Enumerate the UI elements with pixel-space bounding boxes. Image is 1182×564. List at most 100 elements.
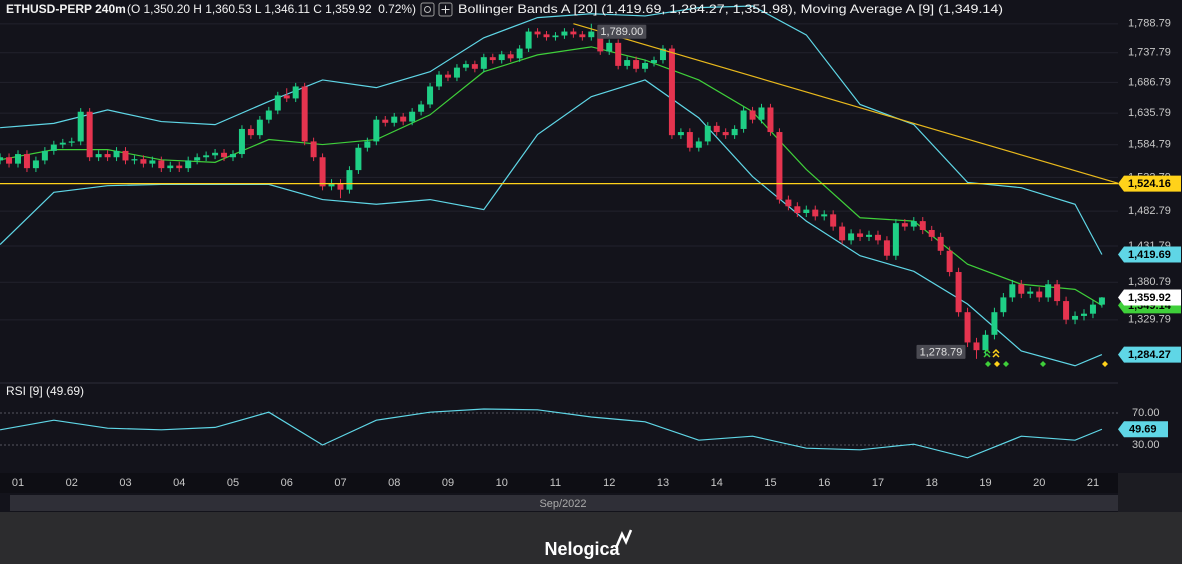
candle-body bbox=[68, 141, 75, 143]
candle-body bbox=[633, 60, 640, 69]
candle-body bbox=[561, 31, 568, 36]
annotation-box bbox=[597, 24, 647, 39]
corner bbox=[1118, 473, 1182, 512]
candle-body bbox=[149, 160, 156, 164]
candle-body bbox=[552, 35, 559, 38]
candle-body bbox=[400, 116, 407, 122]
price-label: 1,359.92 bbox=[1128, 292, 1171, 304]
x-axis-band bbox=[0, 473, 1118, 493]
candle-body bbox=[642, 62, 649, 69]
candle-body bbox=[1027, 291, 1034, 294]
x-tick-label: 04 bbox=[173, 477, 185, 489]
rsi-line bbox=[0, 408, 1103, 459]
candle-body bbox=[14, 154, 21, 164]
x-tick-label: 20 bbox=[1033, 477, 1045, 489]
candle-body bbox=[158, 160, 165, 169]
candle-body bbox=[140, 159, 147, 164]
candle-body bbox=[391, 116, 398, 123]
price-label: 1,419.69 bbox=[1128, 249, 1171, 261]
x-tick-label: 15 bbox=[764, 477, 776, 489]
x-tick-label: 18 bbox=[926, 477, 938, 489]
candle-body bbox=[1063, 301, 1070, 320]
candle-body bbox=[0, 157, 4, 161]
candle-body bbox=[740, 110, 747, 129]
candle-body bbox=[686, 132, 693, 148]
signal-diamond bbox=[1003, 361, 1009, 367]
candle-body bbox=[677, 132, 684, 136]
candle-body bbox=[337, 183, 344, 190]
indicator-legend: Bollinger Bands A [20] (1,419.69, 1,284.… bbox=[458, 2, 1003, 16]
candle-body bbox=[973, 342, 980, 351]
candle-body bbox=[534, 31, 541, 35]
candle-body bbox=[839, 226, 846, 241]
candle-body bbox=[794, 206, 801, 213]
candle-body bbox=[427, 86, 434, 105]
y-tick-label: 1,686.79 bbox=[1128, 76, 1171, 88]
price-label-box bbox=[1118, 246, 1181, 263]
x-tick-label: 13 bbox=[657, 477, 669, 489]
candle-body bbox=[704, 125, 711, 142]
y-tick-label: 1,737.79 bbox=[1128, 47, 1171, 59]
signal-arrow bbox=[983, 348, 991, 358]
candle-body bbox=[982, 334, 989, 351]
candle-body bbox=[229, 154, 236, 158]
candle-body bbox=[238, 128, 245, 155]
x-tick-label: 17 bbox=[872, 477, 884, 489]
y-tick-label: 1,584.79 bbox=[1128, 139, 1171, 151]
candle-body bbox=[1036, 291, 1043, 298]
candle-body bbox=[866, 234, 873, 237]
candle-body bbox=[310, 141, 317, 158]
candle-body bbox=[776, 132, 783, 200]
candle-body bbox=[409, 111, 416, 122]
candle-body bbox=[1000, 297, 1007, 313]
candle-body bbox=[955, 272, 962, 313]
candle-body bbox=[901, 223, 908, 227]
icon-add[interactable] bbox=[438, 2, 453, 17]
candle-body bbox=[821, 214, 828, 217]
rsi-tick-label: 30.00 bbox=[1132, 439, 1160, 451]
candle-body bbox=[59, 142, 66, 145]
price-label-box bbox=[1118, 289, 1181, 306]
candle-body bbox=[283, 95, 290, 99]
candle-body bbox=[274, 95, 281, 111]
candle-body bbox=[830, 214, 837, 227]
icon-settings[interactable] bbox=[420, 2, 435, 17]
candle-body bbox=[722, 132, 729, 136]
candle-body bbox=[597, 31, 604, 52]
price-plot bbox=[0, 5, 1118, 367]
candle-body bbox=[803, 209, 810, 213]
candle-body bbox=[874, 234, 881, 241]
y-tick-label: 1,482.79 bbox=[1128, 205, 1171, 217]
candle-body bbox=[543, 34, 550, 38]
candle-body bbox=[498, 54, 505, 61]
candle-body bbox=[480, 57, 487, 69]
candle-body bbox=[6, 157, 13, 164]
trend-line bbox=[573, 23, 1118, 184]
candle-body bbox=[122, 150, 129, 161]
candle-body bbox=[1089, 304, 1096, 314]
candle-body bbox=[624, 60, 631, 66]
signal-diamond bbox=[1102, 361, 1108, 367]
indicator-line bbox=[0, 5, 1103, 255]
candle-body bbox=[910, 221, 917, 227]
candle-body bbox=[615, 42, 622, 66]
signal-diamond bbox=[985, 361, 991, 367]
candle-body bbox=[749, 110, 756, 120]
candle-body bbox=[695, 141, 702, 148]
candle-body bbox=[713, 125, 720, 133]
candle-body bbox=[453, 67, 460, 78]
annotation-label: 1,789.00 bbox=[600, 26, 643, 38]
ohlc: (O 1,350.20 H 1,360.53 L 1,346.11 C 1,35… bbox=[127, 2, 416, 16]
x-tick-label: 12 bbox=[603, 477, 615, 489]
x-tick-label: 05 bbox=[227, 477, 239, 489]
x-tick-label: 08 bbox=[388, 477, 400, 489]
candle-body bbox=[319, 157, 326, 187]
price-label: 1,284.27 bbox=[1128, 349, 1171, 361]
candle-body bbox=[301, 86, 308, 142]
x-tick-label: 11 bbox=[550, 477, 561, 489]
symbol: ETHUSD-PERP 240m bbox=[6, 2, 126, 16]
candle-body bbox=[937, 236, 944, 251]
x-tick-label: 02 bbox=[66, 477, 78, 489]
x-tick-label: 14 bbox=[711, 477, 723, 489]
candle-body bbox=[507, 54, 514, 59]
